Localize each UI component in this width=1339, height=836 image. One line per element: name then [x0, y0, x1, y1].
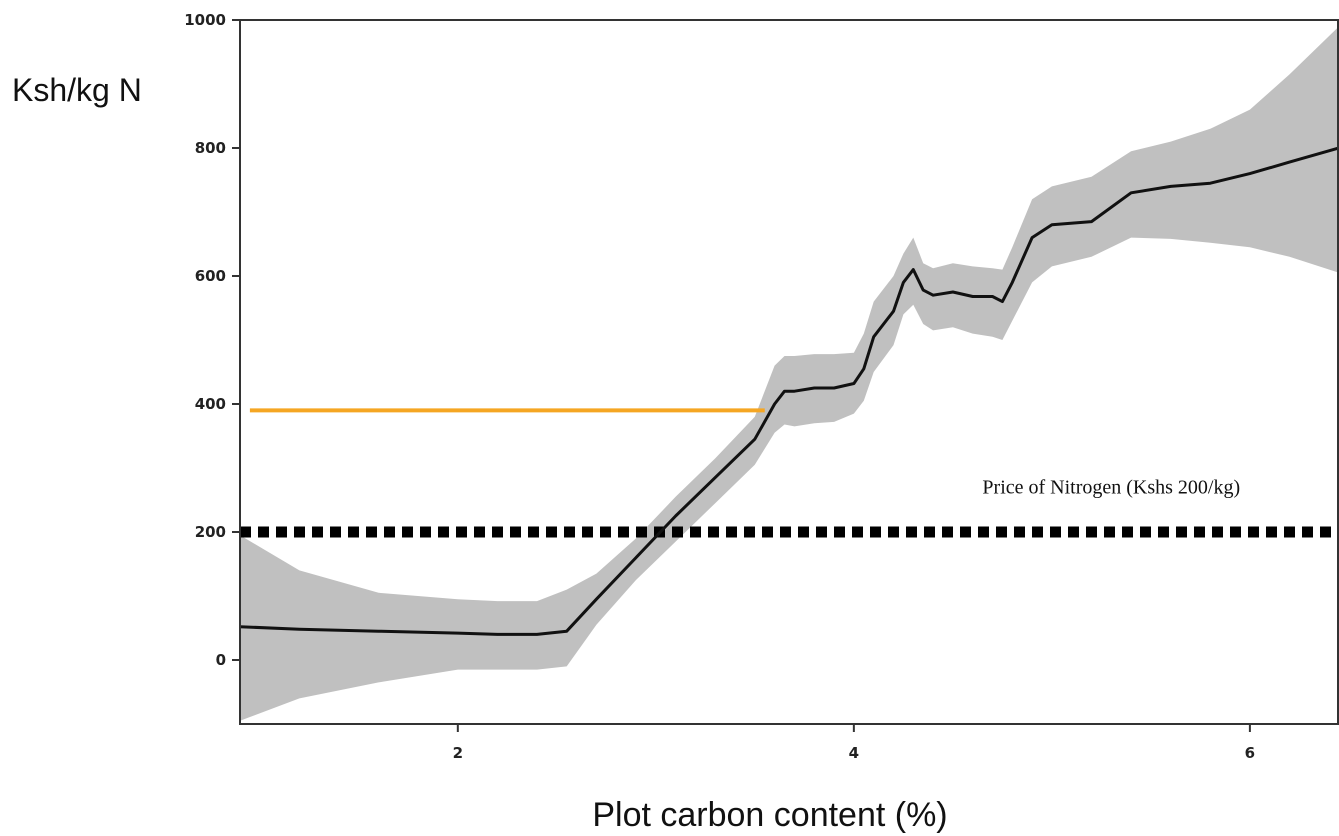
- x-axis-ticks: 2 4 6: [453, 724, 1255, 762]
- y-tick-label: 600: [195, 267, 226, 285]
- x-tick-label: 4: [849, 744, 859, 762]
- plot-frame: [239, 19, 1339, 725]
- y-tick-label: 200: [195, 523, 226, 541]
- x-tick-label: 2: [453, 744, 463, 762]
- y-axis-ticks: 0 200 400 600 800 1000: [184, 11, 240, 669]
- x-tick-label: 6: [1245, 744, 1255, 762]
- mean-series-line: [239, 146, 1339, 636]
- confidence-band: [240, 26, 1339, 721]
- y-tick-label: 0: [216, 651, 226, 669]
- y-tick-label: 400: [195, 395, 226, 413]
- y-tick-label: 800: [195, 139, 226, 157]
- price-annotation: Price of Nitrogen (Kshs 200/kg): [982, 477, 1240, 499]
- y-tick-label: 1000: [184, 11, 226, 29]
- y-axis-label: Ksh/kg N: [12, 72, 142, 108]
- x-axis-label: Plot carbon content (%): [592, 796, 947, 834]
- reference-lines: [240, 408, 1339, 538]
